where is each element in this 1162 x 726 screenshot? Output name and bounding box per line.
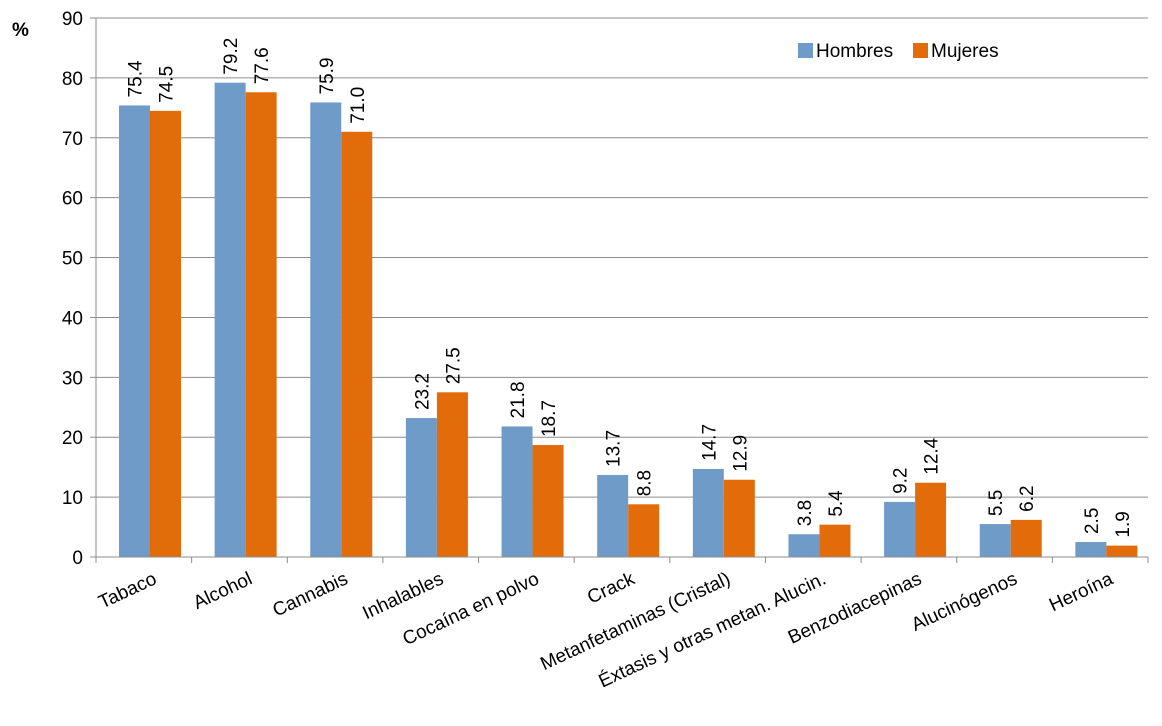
- data-label: 6.2: [1017, 485, 1038, 511]
- bar-hombres: [788, 534, 820, 557]
- x-tick-label: Tabaco: [96, 568, 160, 613]
- bar-hombres: [597, 474, 629, 557]
- x-tick-label: Crack: [584, 568, 638, 608]
- data-label: 18.7: [539, 400, 560, 437]
- y-tick-label: 70: [62, 129, 83, 150]
- bar-mujeres: [532, 445, 564, 557]
- bar-mujeres: [915, 482, 947, 557]
- bar-hombres: [501, 426, 533, 557]
- data-label: 1.9: [1113, 511, 1134, 537]
- bar-mujeres: [819, 524, 851, 557]
- bar-hombres: [692, 468, 724, 557]
- data-label: 79.2: [221, 38, 242, 75]
- y-tick-label: 0: [72, 548, 83, 569]
- data-label: 74.5: [157, 66, 178, 103]
- data-label: 71.0: [348, 87, 369, 124]
- data-label: 3.8: [795, 500, 816, 526]
- data-labels: 75.4 74.5 79.2 77.6 75.9 71.0 23.2 27.5 21.8 18.7…: [126, 38, 1134, 538]
- bar-mujeres: [436, 392, 468, 557]
- bar-mujeres: [628, 504, 660, 557]
- y-tick-label: 20: [62, 428, 83, 449]
- data-label: 5.4: [826, 490, 847, 517]
- legend: Hombres Mujeres: [798, 41, 999, 62]
- data-label: 8.8: [635, 470, 656, 496]
- legend-swatch-hombres: [798, 43, 813, 58]
- bar-mujeres: [245, 92, 277, 558]
- data-label: 27.5: [443, 347, 464, 384]
- legend-label: Hombres: [816, 41, 893, 62]
- data-label: 13.7: [604, 430, 625, 467]
- y-tick-label: 80: [62, 69, 83, 90]
- y-tick-label: 50: [62, 249, 83, 270]
- bar-mujeres: [723, 479, 755, 557]
- data-label: 2.5: [1082, 508, 1103, 534]
- data-label: 75.4: [126, 60, 147, 97]
- data-label: 12.9: [730, 435, 751, 472]
- bar-hombres: [214, 82, 246, 558]
- bar-mujeres: [1010, 519, 1042, 557]
- data-label: 21.8: [508, 381, 529, 418]
- y-tick-label: 40: [62, 308, 83, 329]
- axes: 0 10 20 30 40 50 60 70 80 90% Tabaco Alcohol Cannabi…: [12, 9, 1149, 692]
- bar-hombres: [884, 501, 916, 557]
- x-tick-label: Heroína: [1046, 568, 1117, 616]
- y-axis-label: %: [12, 20, 29, 41]
- bar-mujeres: [1106, 545, 1138, 557]
- bar-mujeres: [150, 110, 181, 558]
- bar-hombres: [405, 418, 437, 557]
- data-label: 23.2: [412, 373, 433, 410]
- x-tick-label: Cannabis: [270, 568, 352, 621]
- data-label: 75.9: [317, 57, 338, 94]
- legend-label: Mujeres: [931, 41, 999, 62]
- data-label: 14.7: [699, 424, 720, 461]
- bar-hombres: [1075, 542, 1107, 557]
- bar-hombres: [119, 105, 150, 557]
- bars: [119, 82, 1138, 558]
- data-label: 12.4: [922, 437, 943, 474]
- bar-hombres: [310, 102, 342, 558]
- y-tick-label: 60: [62, 189, 83, 210]
- y-tick-label: 30: [62, 368, 83, 389]
- bar-hombres: [979, 524, 1011, 557]
- y-tick-label: 10: [62, 488, 83, 509]
- data-label: 77.6: [252, 47, 273, 84]
- bar-mujeres: [341, 131, 373, 558]
- legend-swatch-mujeres: [913, 43, 928, 58]
- y-tick-label: 90: [62, 9, 83, 30]
- data-label: 5.5: [986, 490, 1007, 516]
- data-label: 9.2: [891, 467, 912, 493]
- x-tick-label: Alucinógenos: [908, 568, 1020, 635]
- x-tick-label: Alcohol: [190, 568, 255, 613]
